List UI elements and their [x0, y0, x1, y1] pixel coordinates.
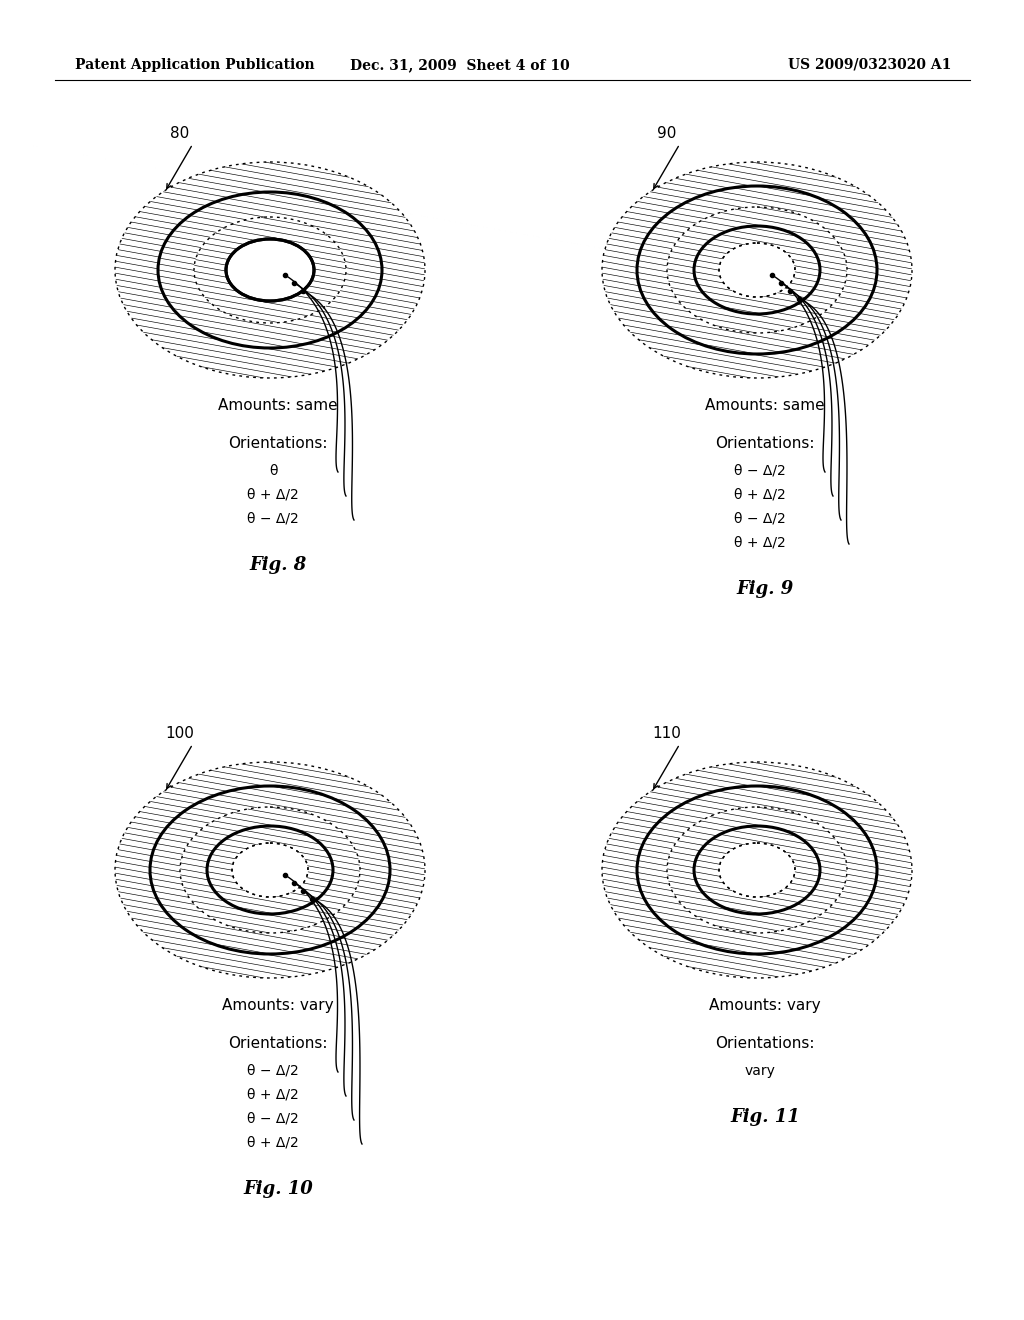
- Text: θ + Δ/2: θ + Δ/2: [247, 1088, 299, 1102]
- Text: Orientations:: Orientations:: [715, 436, 815, 451]
- Text: θ − Δ/2: θ − Δ/2: [734, 465, 785, 478]
- Text: Orientations:: Orientations:: [228, 1036, 328, 1051]
- Text: Amounts: vary: Amounts: vary: [222, 998, 334, 1012]
- Text: θ + Δ/2: θ + Δ/2: [734, 488, 785, 502]
- Text: Patent Application Publication: Patent Application Publication: [75, 58, 314, 73]
- Text: 90: 90: [657, 127, 677, 141]
- Text: θ: θ: [268, 465, 278, 478]
- Text: Orientations:: Orientations:: [228, 436, 328, 451]
- Ellipse shape: [226, 239, 314, 301]
- Text: θ − Δ/2: θ − Δ/2: [247, 512, 299, 525]
- Text: Fig. 10: Fig. 10: [243, 1180, 313, 1199]
- Text: Dec. 31, 2009  Sheet 4 of 10: Dec. 31, 2009 Sheet 4 of 10: [350, 58, 570, 73]
- Text: US 2009/0323020 A1: US 2009/0323020 A1: [788, 58, 951, 73]
- Text: θ + Δ/2: θ + Δ/2: [247, 1137, 299, 1150]
- Text: Amounts: same: Amounts: same: [706, 399, 824, 413]
- Text: θ − Δ/2: θ − Δ/2: [734, 512, 785, 525]
- Text: θ + Δ/2: θ + Δ/2: [734, 536, 785, 550]
- Text: θ − Δ/2: θ − Δ/2: [247, 1064, 299, 1078]
- Text: θ + Δ/2: θ + Δ/2: [247, 488, 299, 502]
- Text: θ − Δ/2: θ − Δ/2: [247, 1111, 299, 1126]
- Text: Fig. 11: Fig. 11: [730, 1107, 800, 1126]
- Text: Amounts: same: Amounts: same: [218, 399, 338, 413]
- Text: vary: vary: [744, 1064, 775, 1078]
- Text: 100: 100: [165, 726, 195, 742]
- Text: Orientations:: Orientations:: [715, 1036, 815, 1051]
- Text: Fig. 9: Fig. 9: [736, 579, 794, 598]
- Ellipse shape: [719, 243, 795, 297]
- Text: 110: 110: [652, 726, 681, 742]
- Ellipse shape: [719, 843, 795, 898]
- Ellipse shape: [232, 843, 308, 898]
- Text: 80: 80: [170, 127, 189, 141]
- Text: Amounts: vary: Amounts: vary: [710, 998, 821, 1012]
- Text: Fig. 8: Fig. 8: [250, 556, 306, 574]
